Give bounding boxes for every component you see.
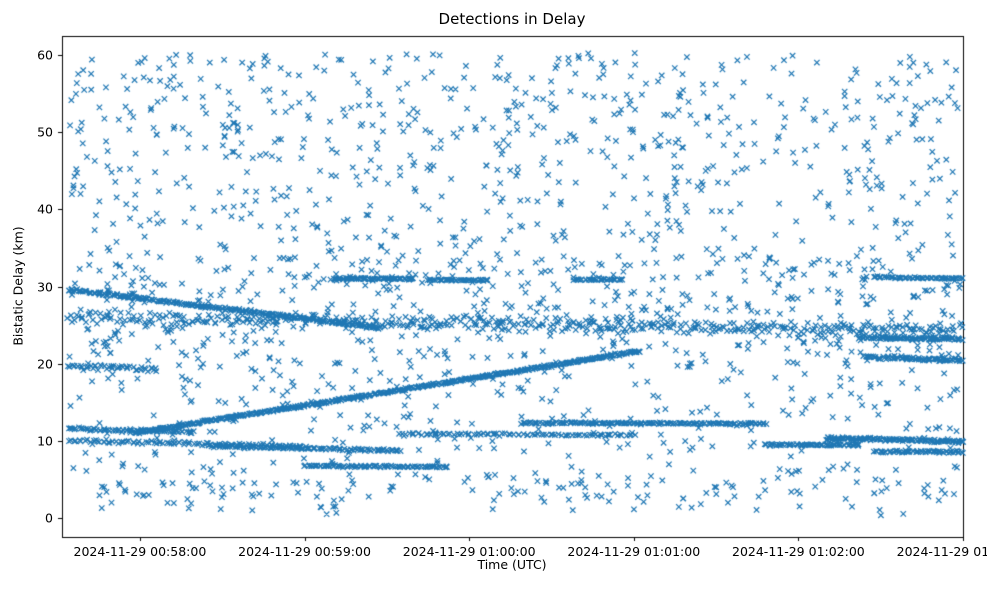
y-tick-label: 10: [37, 433, 53, 449]
y-tick-label: 60: [37, 47, 53, 63]
y-axis-label: Bistatic Delay (km): [10, 226, 26, 346]
y-tick-label: 50: [37, 124, 53, 140]
x-tick-label: 2024-11-29 01:02:00: [731, 544, 865, 559]
x-axis-label: Time (UTC): [477, 557, 547, 572]
x-tick-label: 2024-11-29 00:58:00: [73, 544, 207, 559]
chart-title: Detections in Delay: [438, 10, 586, 28]
x-tick-label: 2024-11-29 01:00:00: [402, 544, 536, 559]
y-tick-label: 40: [37, 201, 53, 217]
y-tick-label: 20: [37, 356, 53, 372]
x-tick-label: 2024-11-29 01:01:00: [567, 544, 701, 559]
x-tick-label: 2024-11-29 00:59:00: [238, 544, 371, 559]
x-tick-label: 2024-11-29 01:03:00: [896, 544, 987, 559]
y-tick-label: 30: [37, 279, 53, 294]
y-tick-label: 0: [45, 510, 53, 526]
